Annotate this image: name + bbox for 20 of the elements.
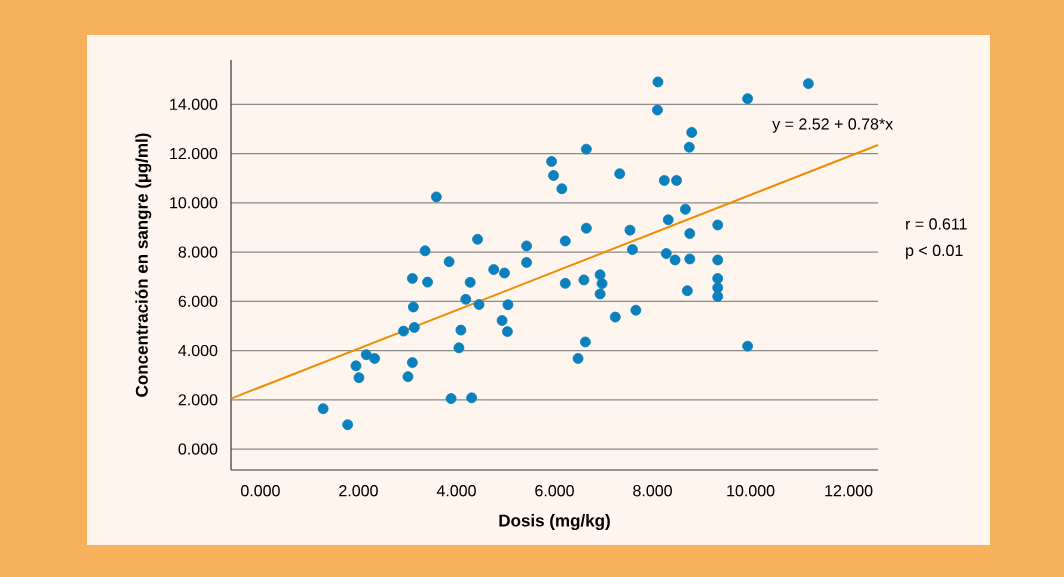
annotation: y = 2.52 + 0.78*x (772, 118, 894, 133)
text: r = 0.611 (906, 218, 967, 230)
y-tick-label: 8.000 (178, 246, 218, 258)
x-axis-title: Dosis (mg/kg) (499, 514, 610, 531)
y-axis-title: Concentración en sangre (µg/ml) (135, 133, 152, 397)
text: p < 0.01 (906, 244, 963, 260)
y-tick-label: 12.000 (170, 147, 218, 160)
y-tick-label: 0.000 (178, 443, 218, 455)
y-tick-label: 14.000 (170, 98, 218, 110)
x-tick-label: 4.000 (436, 485, 476, 497)
x-tick-label: 0.000 (241, 485, 280, 497)
y-tick-label: 10.000 (170, 197, 218, 209)
x-tick-label: 8.000 (633, 485, 672, 497)
x-tick-label: 12.000 (825, 485, 873, 497)
x-tick-label: 10.000 (727, 485, 775, 497)
y-tick-label: 4.000 (178, 344, 218, 357)
y-tick-label: 2.000 (178, 394, 218, 406)
x-tick-label: 2.000 (339, 485, 378, 497)
x-tick-label: 6.000 (535, 485, 574, 497)
y-tick-label: 6.000 (178, 295, 218, 307)
